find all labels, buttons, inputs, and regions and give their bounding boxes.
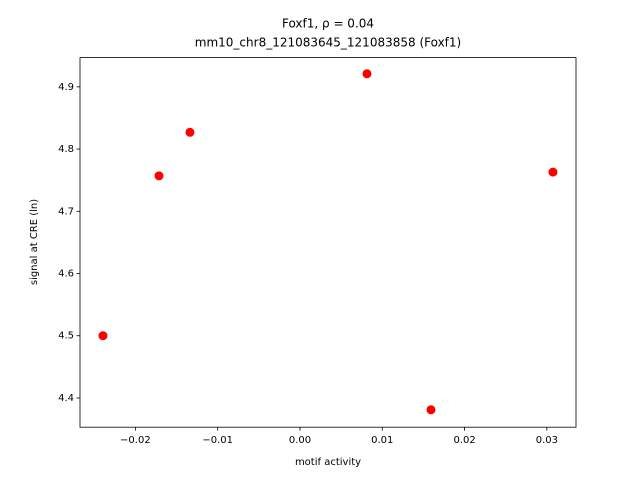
plot-frame <box>79 57 577 428</box>
x-tick-label: −0.01 <box>202 435 233 446</box>
x-tick-label: 0.00 <box>289 435 311 446</box>
y-tick-label: 4.4 <box>58 393 74 404</box>
point <box>185 127 195 137</box>
x-tick-label: 0.03 <box>536 435 558 446</box>
y-tick-label: 4.8 <box>58 144 74 155</box>
point <box>362 69 372 79</box>
chart-title: Foxf1, ρ = 0.04 <box>282 17 374 31</box>
chart-subtitle: mm10_chr8_121083645_121083858 (Foxf1) <box>195 36 461 50</box>
y-axis-label: signal at CRE (ln) <box>29 199 40 285</box>
x-tick-label: −0.02 <box>120 435 151 446</box>
point <box>154 171 164 181</box>
y-tick-label: 4.7 <box>58 206 74 217</box>
y-tick-label: 4.6 <box>58 269 74 280</box>
x-axis-label: motif activity <box>295 457 361 468</box>
x-tick-label: 0.02 <box>453 435 475 446</box>
point <box>426 405 436 415</box>
y-tick-label: 4.9 <box>58 82 74 93</box>
x-tick-label: 0.01 <box>371 435 393 446</box>
point <box>548 167 558 177</box>
y-tick-label: 4.5 <box>58 331 74 342</box>
point <box>98 331 108 341</box>
